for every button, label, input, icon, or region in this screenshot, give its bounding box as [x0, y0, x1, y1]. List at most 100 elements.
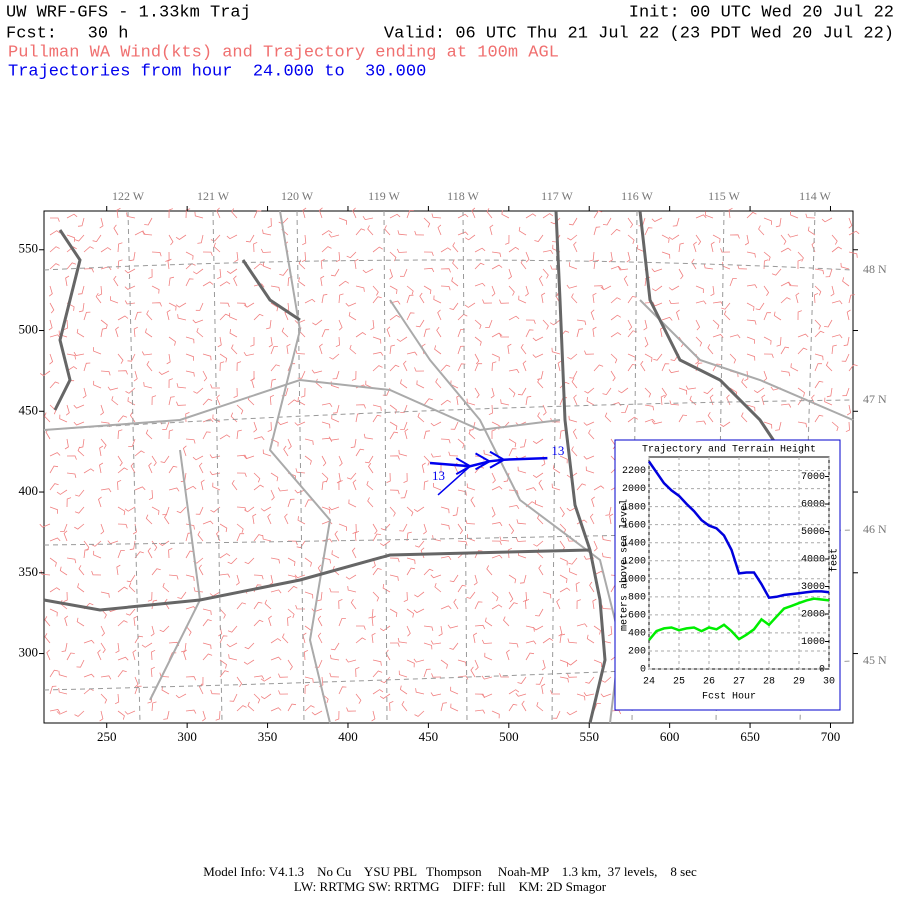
- wind-barb: [693, 241, 697, 253]
- wind-barb: [49, 246, 60, 253]
- wind-barb: [508, 642, 519, 648]
- wind-barb: [474, 659, 479, 671]
- wind-barb: [130, 462, 136, 474]
- wind-barb: [593, 485, 605, 491]
- wind-barb: [150, 625, 155, 637]
- x-tick-label: 600: [660, 729, 680, 744]
- wind-barb: [416, 380, 425, 389]
- wind-barb: [352, 479, 357, 491]
- trajectory-arrow: [455, 457, 473, 476]
- x-tick-label: 500: [499, 729, 519, 744]
- wind-barb: [260, 506, 272, 512]
- wind-barb: [332, 404, 340, 414]
- wind-barb: [185, 485, 197, 491]
- wind-barb: [370, 319, 375, 331]
- wind-barb: [117, 370, 128, 375]
- wind-barb: [440, 285, 451, 291]
- wind-barb: [372, 414, 382, 423]
- wind-barb: [729, 353, 737, 364]
- wind-barb: [99, 462, 104, 474]
- wind-barb: [168, 234, 174, 246]
- wind-barb: [532, 625, 544, 631]
- wind-barb: [450, 686, 459, 695]
- wind-barb: [56, 710, 68, 715]
- wind-barb: [508, 315, 520, 321]
- wind-barb: [91, 570, 102, 576]
- wind-barb: [294, 319, 306, 324]
- wind-barb: [550, 690, 560, 695]
- wind-barb: [321, 402, 333, 408]
- wind-barb: [176, 506, 187, 514]
- wind-barb: [303, 649, 309, 661]
- x-tick-label: 450: [419, 729, 439, 744]
- wind-barb: [262, 449, 272, 457]
- wind-barb: [185, 278, 194, 287]
- wind-barb: [589, 581, 595, 593]
- wind-barb: [390, 642, 400, 647]
- wind-barb: [44, 633, 51, 644]
- wind-barb: [264, 599, 272, 610]
- wind-barb: [185, 336, 195, 344]
- wind-barb: [177, 591, 187, 599]
- wind-barb: [311, 369, 323, 374]
- wind-barb: [508, 285, 515, 296]
- wind-barb: [219, 434, 231, 440]
- wind-barb: [499, 673, 509, 678]
- wind-barb: [452, 242, 459, 253]
- wind-barb: [389, 314, 401, 321]
- wind-barb: [821, 217, 833, 223]
- wind-barb: [389, 431, 399, 440]
- wind-barb: [489, 224, 494, 236]
- wind-barb: [712, 319, 720, 330]
- wind-barb: [601, 552, 612, 559]
- wind-barb: [845, 421, 850, 433]
- wind-barb: [651, 420, 663, 425]
- wind-barb: [848, 217, 853, 229]
- wind-barb: [100, 642, 106, 654]
- wind-barb: [491, 486, 503, 491]
- wind-barb: [297, 516, 306, 525]
- wind-barb: [77, 285, 85, 295]
- wind-barb: [440, 438, 451, 444]
- wind-barb: [216, 394, 221, 406]
- wind-barb: [575, 581, 580, 593]
- wind-barb: [338, 319, 343, 331]
- x-tick-label: 350: [258, 729, 278, 744]
- wind-barb: [338, 280, 350, 287]
- wind-barb: [437, 224, 442, 236]
- wind-barb: [541, 683, 546, 695]
- wind-barb: [253, 472, 261, 483]
- wind-barb: [746, 302, 755, 311]
- wind-barb: [185, 676, 197, 681]
- wind-barb: [233, 387, 238, 398]
- wind-barb: [348, 499, 357, 508]
- graticule-line: [551, 210, 558, 724]
- wind-barb: [499, 333, 509, 338]
- wind-barb: [551, 347, 561, 355]
- longitude-label: 120 W: [281, 189, 314, 203]
- wind-barb: [491, 472, 496, 484]
- wind-barb: [160, 455, 170, 464]
- wind-barb: [413, 506, 425, 512]
- wind-barb: [434, 582, 442, 593]
- wind-barb: [66, 366, 78, 372]
- wind-barb: [399, 268, 408, 277]
- wind-barb: [423, 430, 431, 440]
- wind-barb: [99, 217, 104, 229]
- wind-barb: [128, 582, 136, 593]
- wind-barb: [451, 277, 459, 287]
- wind-barb: [100, 404, 104, 416]
- wind-barb: [831, 334, 843, 339]
- wind-barb: [831, 246, 842, 253]
- wind-barb: [93, 550, 102, 559]
- y-tick-label: 1600: [622, 520, 646, 531]
- wind-barb: [491, 604, 503, 610]
- wind-barb: [60, 523, 68, 532]
- wind-barb: [566, 710, 578, 716]
- wind-barb: [501, 210, 510, 219]
- wind-barb: [396, 248, 408, 253]
- wind-barb: [294, 489, 306, 494]
- footer-line: Model Info: V4.1.3 No Cu YSU PBL Thompso…: [203, 864, 697, 879]
- wind-barb: [763, 370, 768, 382]
- wind-barb: [270, 472, 279, 482]
